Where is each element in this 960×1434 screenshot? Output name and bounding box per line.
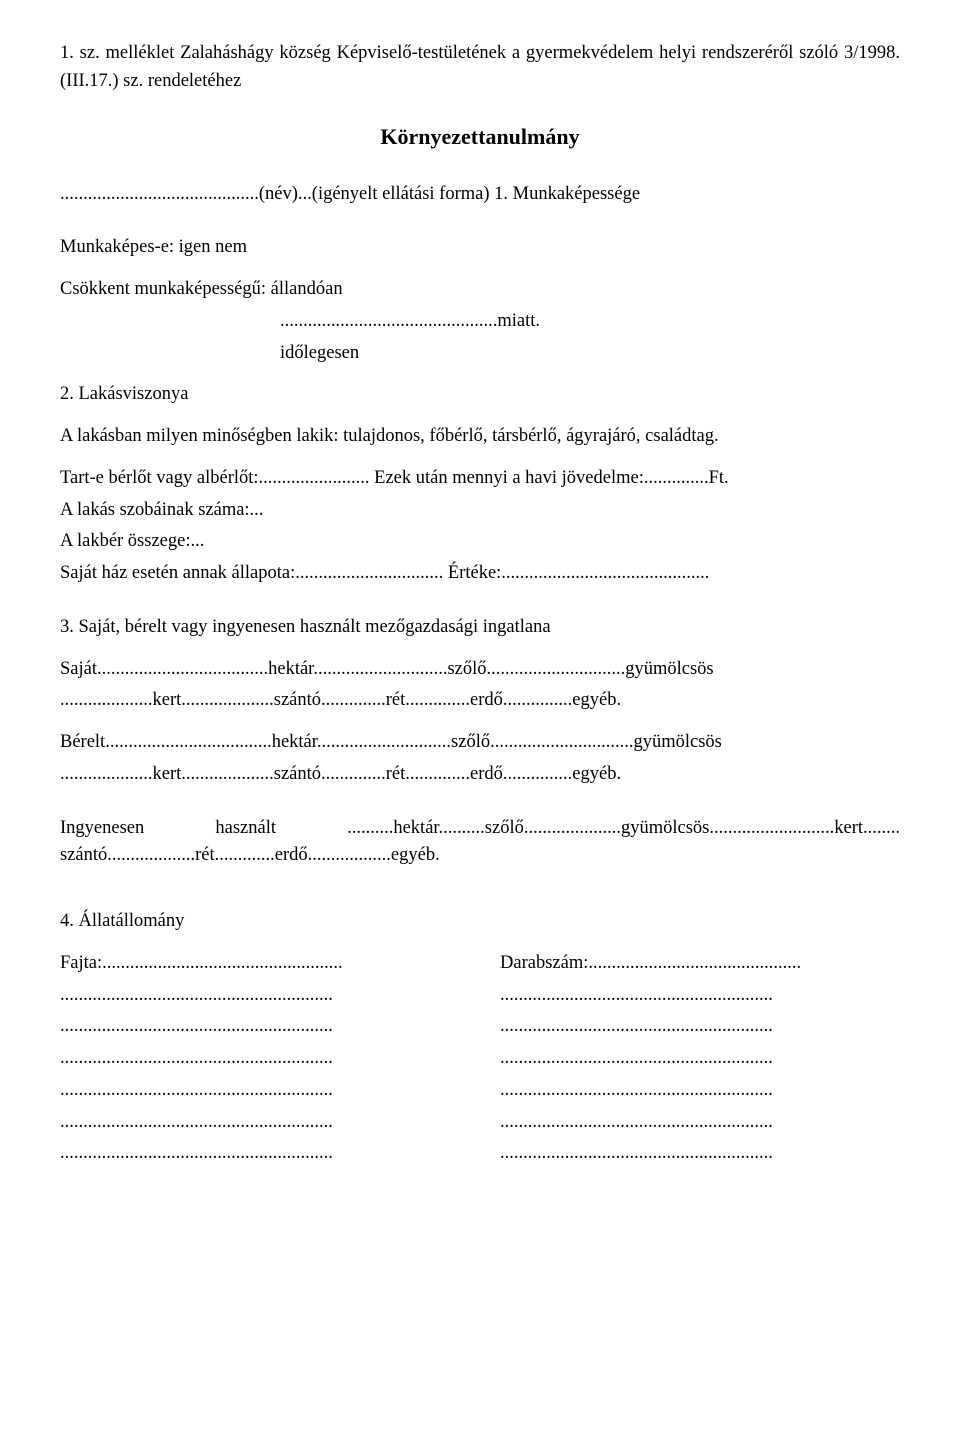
s4-fajta-line: ........................................…	[60, 982, 460, 1010]
s4-darab-line: ........................................…	[500, 1013, 900, 1041]
s4-fajta-line: ........................................…	[60, 1045, 460, 1073]
s3-ingyen: Ingyenesen használt ..........hektár....…	[60, 815, 900, 871]
s1-idolegesen: időlegesen	[60, 340, 900, 368]
s3-berelt2: ....................kert................…	[60, 761, 900, 789]
s4-fajta-line: ........................................…	[60, 1140, 460, 1168]
s3-heading: 3. Saját, bérelt vagy ingyenesen használ…	[60, 614, 900, 642]
s3-berelt1: Bérelt..................................…	[60, 729, 900, 757]
s1-miatt: ........................................…	[60, 308, 900, 336]
s2-l2: Tart-e bérlőt vagy albérlőt:............…	[60, 465, 900, 493]
attachment-header: 1. sz. melléklet Zalaháshágy község Képv…	[60, 40, 900, 96]
doc-title: Környezettanulmány	[60, 120, 900, 153]
s2-l4: A lakbér összege:...	[60, 528, 900, 556]
s4-fajta-line: ........................................…	[60, 1077, 460, 1105]
s2-l3: A lakás szobáinak száma:...	[60, 497, 900, 525]
s4-fajta-line: ........................................…	[60, 1109, 460, 1137]
s4-heading: 4. Állatállomány	[60, 908, 900, 936]
s3-sajat2: ....................kert................…	[60, 687, 900, 715]
s4-fajta-label: Fajta:..................................…	[60, 950, 460, 978]
s4-darab-line: ........................................…	[500, 982, 900, 1010]
s4-darab-label: Darabszám:..............................…	[500, 950, 900, 978]
s2-l5: Saját ház esetén annak állapota:........…	[60, 560, 900, 588]
s1-munkakepes: Munkaképes-e: igen nem	[60, 234, 900, 262]
s2-heading: 2. Lakásviszonya	[60, 381, 900, 409]
s1-csokkent: Csökkent munkaképességű: állandóan	[60, 276, 900, 304]
intro-line: ........................................…	[60, 181, 900, 209]
s4-fajta-line: ........................................…	[60, 1013, 460, 1041]
s4-darab-line: ........................................…	[500, 1109, 900, 1137]
s4-darab-line: ........................................…	[500, 1077, 900, 1105]
s3-sajat1: Saját...................................…	[60, 656, 900, 684]
s2-l1: A lakásban milyen minőségben lakik: tula…	[60, 423, 900, 451]
s4-darab-line: ........................................…	[500, 1140, 900, 1168]
s4-darab-line: ........................................…	[500, 1045, 900, 1073]
